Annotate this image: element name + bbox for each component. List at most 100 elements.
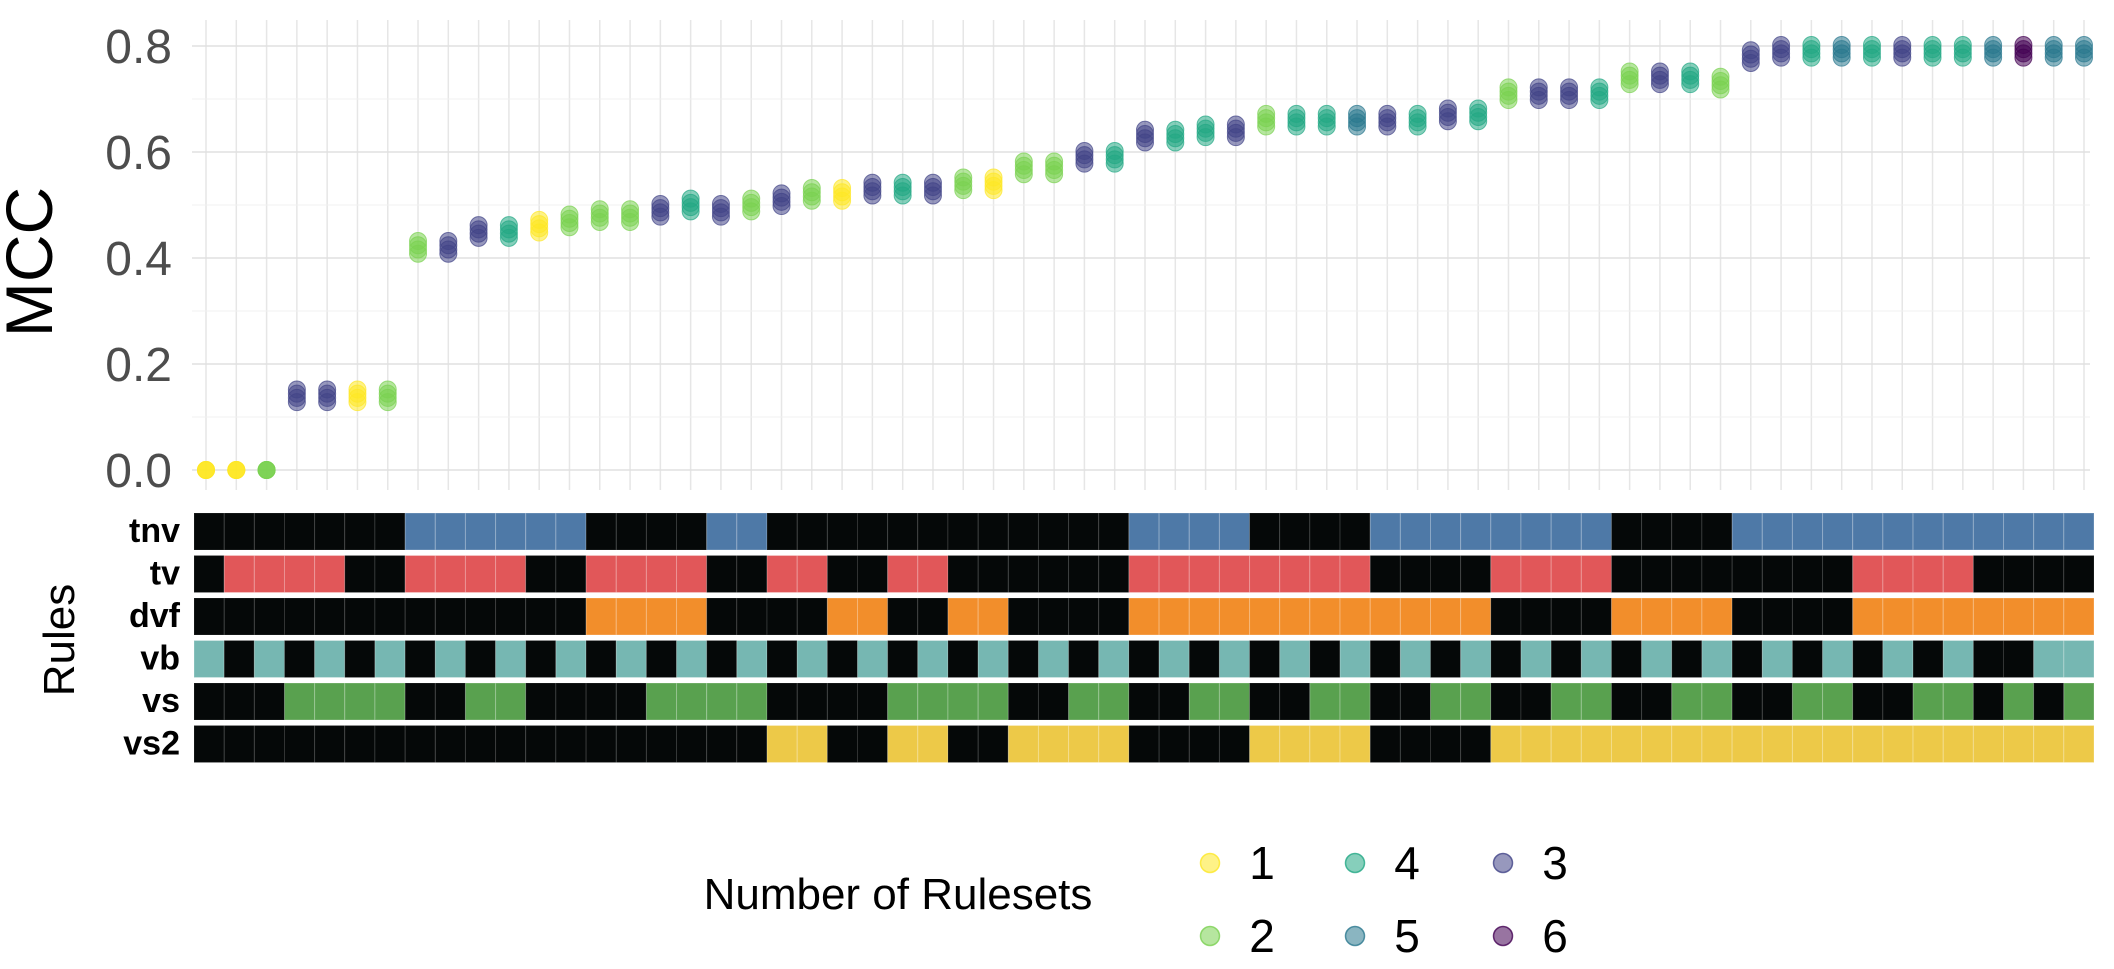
rule-cell bbox=[1460, 640, 1492, 678]
rule-cell bbox=[1972, 512, 2005, 551]
rule-cell bbox=[585, 725, 617, 763]
scatter-point bbox=[802, 179, 821, 198]
scatter-point bbox=[1166, 120, 1185, 139]
scatter-point bbox=[1772, 35, 1791, 54]
scatter-point bbox=[621, 200, 640, 219]
rule-cell bbox=[344, 640, 376, 678]
rule-cell bbox=[1822, 725, 1854, 763]
rule-cell bbox=[1972, 597, 2005, 636]
rule-cell bbox=[1731, 512, 1763, 551]
rule-cell bbox=[2033, 597, 2065, 636]
rule-cell bbox=[344, 597, 376, 636]
rule-cell bbox=[404, 597, 436, 636]
y-tick-label: 0.4 bbox=[105, 233, 172, 286]
rule-cell bbox=[1339, 725, 1371, 763]
scatter-point bbox=[1832, 35, 1851, 54]
scatter-point bbox=[1984, 35, 2003, 54]
rule-cell bbox=[1339, 597, 1371, 636]
rule-cell bbox=[645, 555, 678, 593]
rule-cell bbox=[645, 725, 678, 763]
scatter-point bbox=[1105, 141, 1124, 160]
rule-cell bbox=[947, 512, 979, 551]
rule-cell bbox=[1882, 640, 1914, 678]
rule-cell bbox=[314, 512, 346, 551]
rule-cell bbox=[1912, 555, 1944, 593]
rule-cell bbox=[1249, 555, 1281, 593]
rule-cell bbox=[1610, 597, 1643, 636]
rule-cell bbox=[1218, 640, 1251, 678]
rule-cell bbox=[1430, 555, 1462, 593]
y-tick-label: 0.0 bbox=[105, 445, 172, 498]
rule-cell bbox=[1972, 682, 2005, 721]
rule-cell bbox=[1098, 682, 1130, 721]
rule-cell bbox=[525, 682, 557, 721]
rule-cell bbox=[615, 682, 647, 721]
rule-cell bbox=[525, 640, 557, 678]
rule-cell bbox=[193, 597, 225, 636]
rule-cell bbox=[555, 640, 587, 678]
rule-cell bbox=[1490, 640, 1522, 678]
legend-title: Number of Rulesets bbox=[704, 870, 1093, 919]
scatter-point bbox=[1317, 104, 1336, 123]
rule-cell bbox=[1550, 725, 1582, 763]
rule-cell bbox=[1188, 555, 1220, 593]
rule-cell bbox=[766, 682, 798, 721]
rule-cell bbox=[1912, 640, 1944, 678]
rule-cell bbox=[766, 597, 798, 636]
rule-cell bbox=[1218, 555, 1251, 593]
rule-cell bbox=[2033, 682, 2065, 721]
rule-cell bbox=[1007, 597, 1039, 636]
rule-cell bbox=[1007, 682, 1039, 721]
rule-cell bbox=[585, 597, 617, 636]
rule-cell bbox=[977, 725, 1009, 763]
rule-cell bbox=[736, 555, 768, 593]
rule-cell bbox=[1852, 512, 1884, 551]
rule-cell bbox=[826, 597, 858, 636]
rule-cell bbox=[525, 725, 557, 763]
y-axis-label: MCC bbox=[0, 187, 66, 337]
rule-cell bbox=[1128, 555, 1160, 593]
rule-cell bbox=[1218, 512, 1251, 551]
legend-swatch-4 bbox=[1344, 852, 1366, 874]
scatter-point bbox=[651, 194, 670, 213]
rule-cell bbox=[1430, 725, 1462, 763]
rule-cell bbox=[555, 555, 587, 593]
scatter-point bbox=[1045, 152, 1064, 171]
rule-cell bbox=[525, 597, 557, 636]
rule-cell bbox=[1460, 725, 1492, 763]
rule-cell bbox=[253, 640, 285, 678]
rule-cell bbox=[1791, 725, 1824, 763]
scatter-point bbox=[1226, 115, 1245, 134]
rule-cell bbox=[2003, 682, 2035, 721]
rule-cell bbox=[1882, 555, 1914, 593]
rule-cell bbox=[1822, 597, 1854, 636]
rule-cell bbox=[1399, 555, 1432, 593]
rule-cell bbox=[947, 640, 979, 678]
rule-cell bbox=[1068, 597, 1100, 636]
rule-cell bbox=[1822, 512, 1854, 551]
rules-axis-title: Rules bbox=[35, 584, 84, 697]
rule-cell bbox=[1671, 512, 1703, 551]
rule-cell bbox=[826, 640, 858, 678]
rule-cell bbox=[1158, 682, 1190, 721]
rule-cell bbox=[615, 555, 647, 593]
rule-cell bbox=[1882, 597, 1914, 636]
rule-cell bbox=[1128, 640, 1160, 678]
rule-cell bbox=[977, 597, 1009, 636]
scatter-point bbox=[1196, 115, 1215, 134]
scatter-point bbox=[378, 380, 397, 399]
legend-swatch-1 bbox=[1199, 852, 1221, 874]
rule-cell bbox=[645, 512, 678, 551]
rule-cell bbox=[1671, 640, 1703, 678]
rule-cell bbox=[585, 640, 617, 678]
rule-cell bbox=[2033, 640, 2065, 678]
rule-cell bbox=[314, 640, 346, 678]
rule-cell bbox=[344, 512, 376, 551]
rule-cell bbox=[1007, 640, 1039, 678]
rule-label-vs2: vs2 bbox=[123, 725, 180, 763]
rule-label-vs: vs bbox=[142, 682, 180, 720]
rule-cell bbox=[525, 512, 557, 551]
rule-cell bbox=[1128, 725, 1160, 763]
rule-cell bbox=[374, 597, 406, 636]
y-tick-label: 0.6 bbox=[105, 127, 172, 180]
